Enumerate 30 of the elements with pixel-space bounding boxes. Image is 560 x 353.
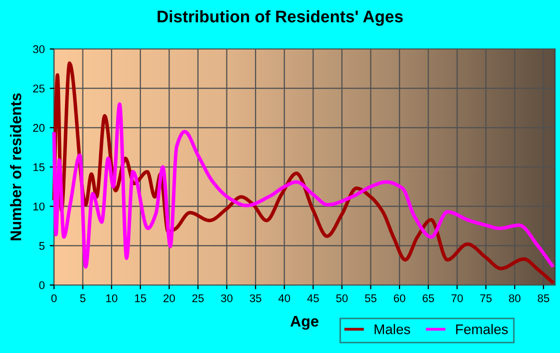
x-tick-label: 45 bbox=[307, 294, 319, 302]
y-tick-label: 20 bbox=[33, 124, 45, 132]
y-tick-label: 10 bbox=[33, 202, 45, 210]
x-tick-label: 60 bbox=[394, 294, 406, 302]
x-tick-label: 80 bbox=[508, 294, 520, 302]
x-tick-label: 25 bbox=[192, 294, 204, 302]
legend-label: Females bbox=[456, 324, 508, 334]
x-tick-label: 35 bbox=[250, 294, 262, 302]
x-axis-title: Age bbox=[290, 316, 318, 330]
x-tick-label: 20 bbox=[164, 294, 175, 302]
x-tick-label: 0 bbox=[51, 294, 57, 302]
x-tick-label: 40 bbox=[278, 294, 290, 302]
y-tick-label: 15 bbox=[33, 163, 45, 172]
legend-label: Males bbox=[374, 324, 410, 334]
x-tick-label: 10 bbox=[106, 294, 118, 302]
x-tick-label: 15 bbox=[135, 294, 146, 302]
y-tick-label: 25 bbox=[33, 84, 45, 92]
y-tick-label: 0 bbox=[39, 281, 45, 290]
x-tick-label: 30 bbox=[221, 294, 233, 302]
y-tick-label: 30 bbox=[33, 45, 45, 54]
x-tick-label: 85 bbox=[538, 294, 550, 302]
x-tick-label: 55 bbox=[364, 294, 376, 302]
y-tick-label: 5 bbox=[39, 242, 45, 250]
x-tick-label: 75 bbox=[480, 294, 492, 302]
y-axis-title: Number of residents bbox=[10, 93, 22, 240]
x-tick-label: 70 bbox=[451, 294, 463, 302]
x-tick-label: 65 bbox=[422, 294, 434, 302]
chart-title: Distribution of Residents' Ages bbox=[158, 10, 403, 26]
x-tick-label: 50 bbox=[336, 294, 348, 302]
x-tick-label: 5 bbox=[80, 294, 86, 302]
